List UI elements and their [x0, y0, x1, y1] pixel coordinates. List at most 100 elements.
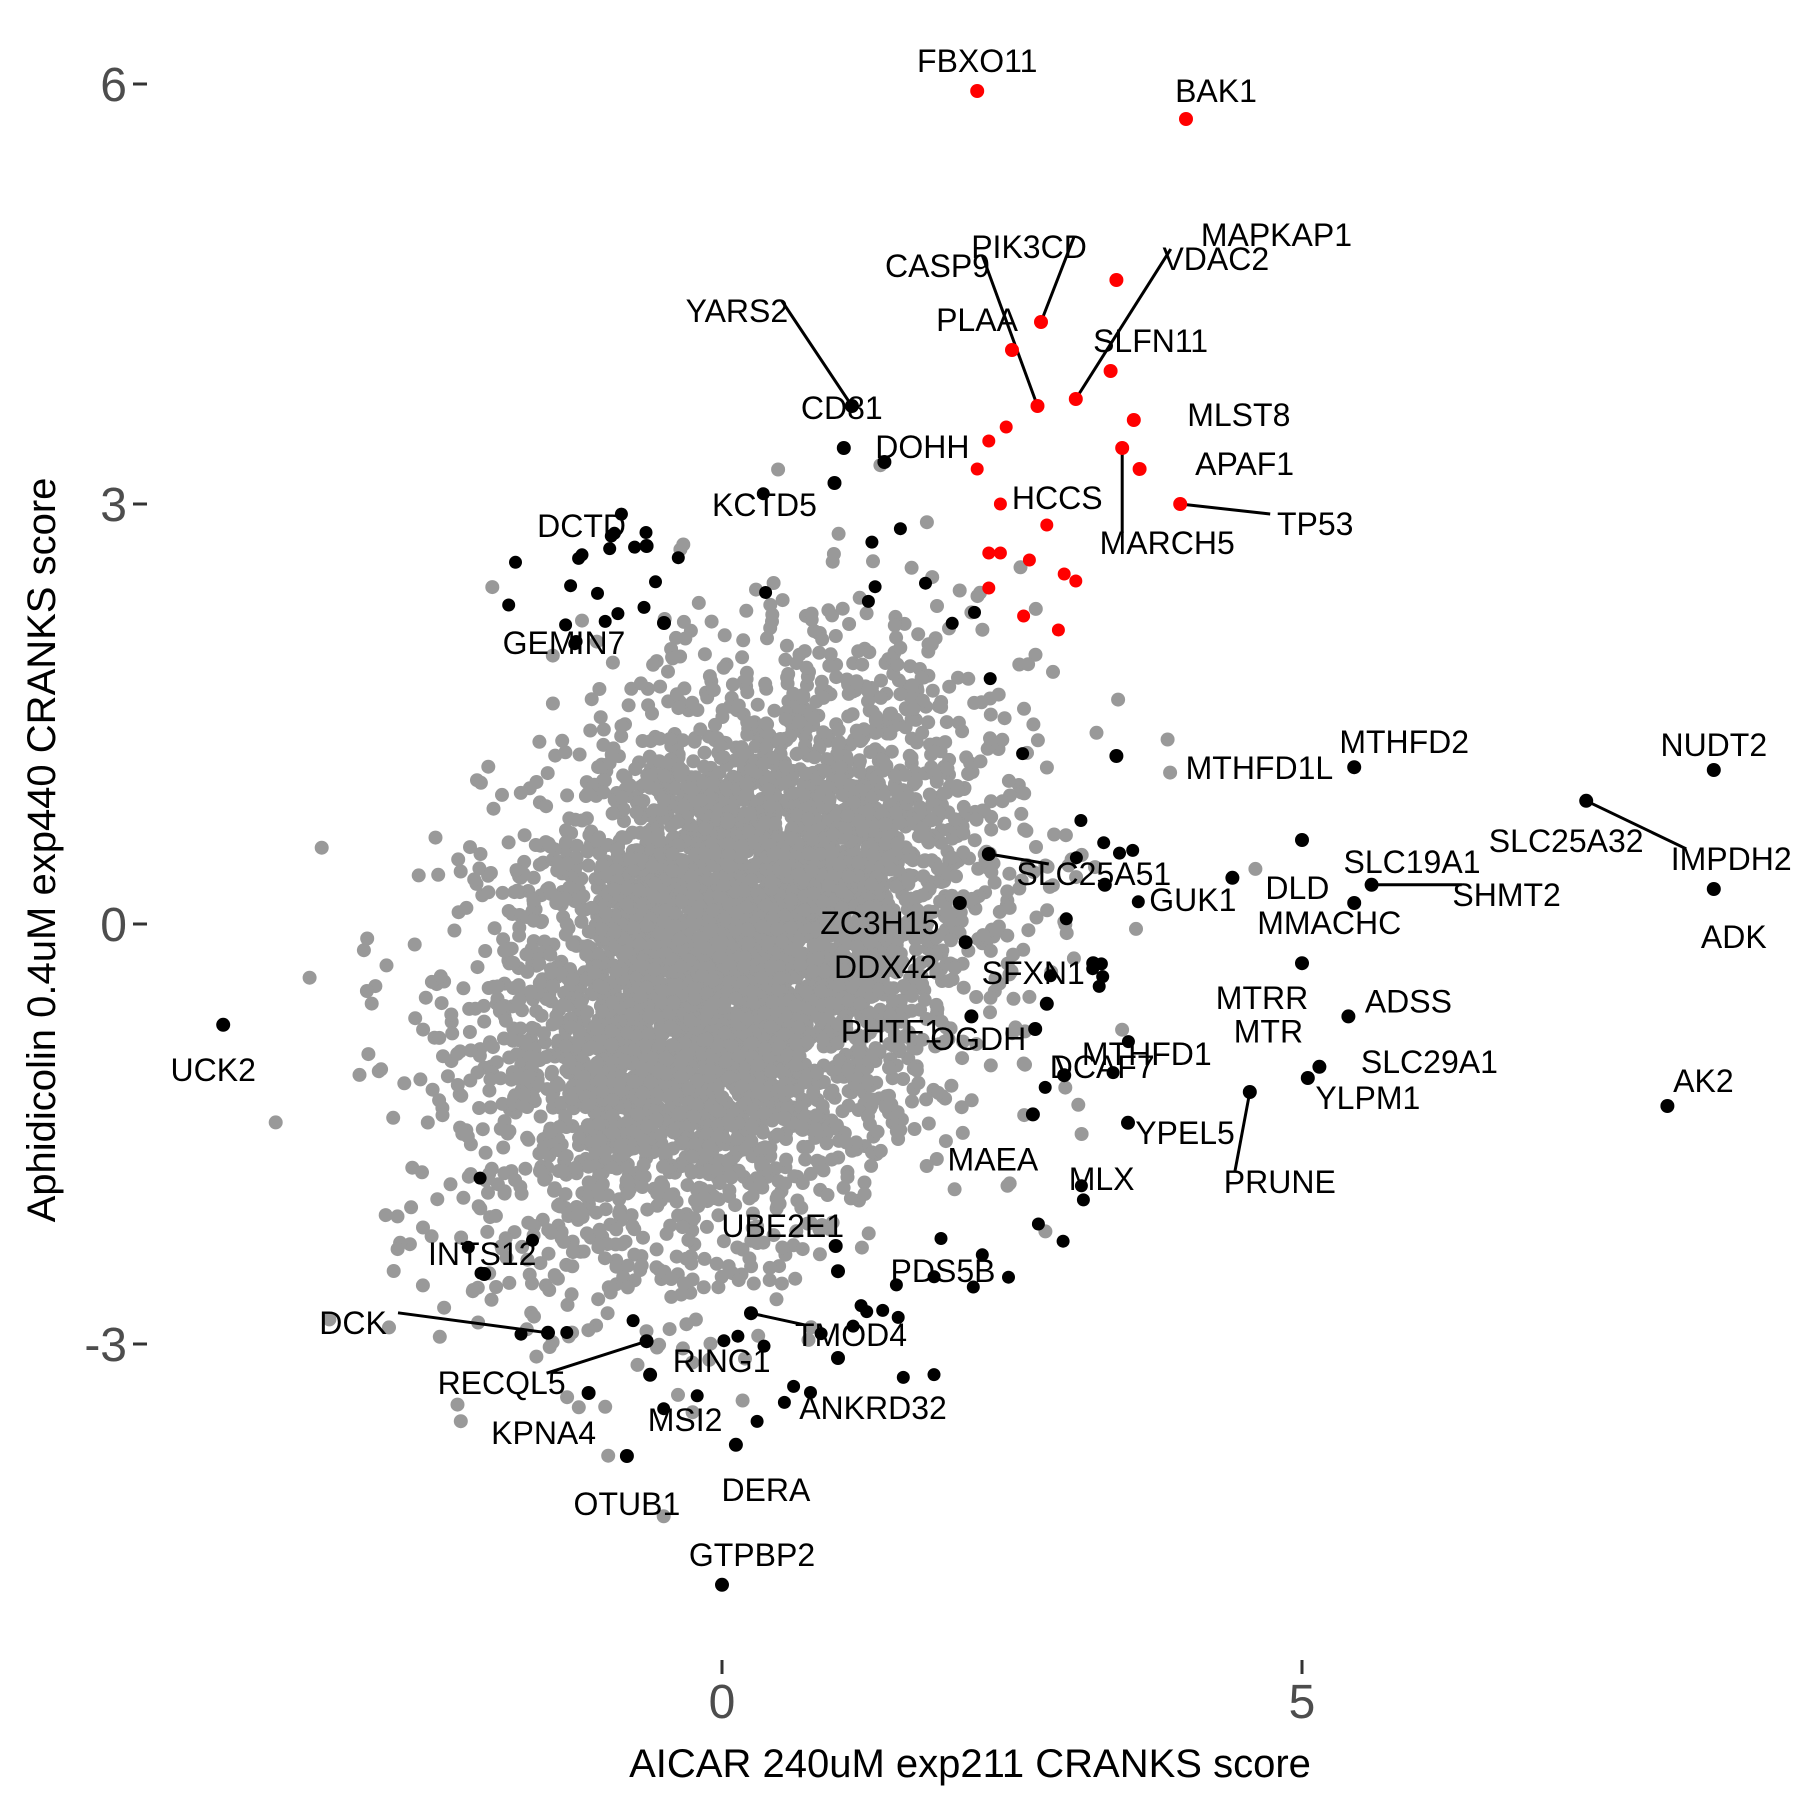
background-point — [722, 1070, 737, 1085]
background-point — [906, 701, 921, 716]
background-point — [916, 854, 931, 869]
background-point — [546, 979, 561, 993]
background-point — [823, 1086, 838, 1101]
background-point — [778, 1176, 793, 1191]
background-point — [830, 1036, 845, 1051]
background-point — [537, 1026, 551, 1041]
background-point — [518, 1034, 533, 1049]
background-point — [451, 852, 466, 867]
background-point — [687, 1109, 702, 1124]
background-point — [991, 687, 1006, 702]
background-point — [687, 1211, 701, 1226]
background-point — [697, 1251, 712, 1266]
background-point — [675, 1341, 690, 1356]
background-point — [769, 1292, 784, 1307]
background-point — [653, 994, 668, 1009]
background-point — [836, 1180, 851, 1195]
background-point — [493, 1071, 508, 1086]
background-point — [542, 1283, 557, 1297]
background-point — [983, 1058, 998, 1073]
background-point — [893, 687, 908, 702]
background-point — [598, 1144, 612, 1159]
background-point — [558, 1187, 573, 1202]
background-point — [738, 1351, 752, 1366]
background-point — [506, 955, 521, 970]
background-point — [778, 759, 793, 774]
background-point — [485, 580, 500, 595]
background-point — [604, 747, 619, 762]
background-point — [696, 1280, 711, 1295]
background-point — [665, 651, 680, 666]
background-point — [386, 1110, 401, 1125]
background-point — [714, 935, 729, 950]
background-point — [640, 830, 655, 845]
background-point — [788, 1271, 803, 1286]
background-point — [817, 964, 832, 979]
background-point — [433, 969, 448, 984]
background-point — [872, 1044, 887, 1059]
background-point — [791, 1020, 806, 1035]
background-point — [740, 685, 755, 700]
background-point — [598, 1399, 613, 1414]
background-point — [513, 785, 528, 800]
background-point — [799, 660, 814, 675]
background-point — [532, 734, 547, 749]
background-point — [515, 1239, 530, 1254]
background-point — [1021, 657, 1036, 672]
background-point — [693, 722, 708, 737]
background-points — [268, 458, 1263, 1524]
background-point — [527, 1309, 541, 1324]
background-point — [453, 1414, 468, 1429]
background-point — [570, 838, 584, 853]
background-point — [697, 759, 711, 774]
background-point — [1039, 760, 1054, 775]
background-point — [360, 931, 375, 946]
background-point — [850, 855, 865, 870]
background-point — [735, 650, 750, 665]
background-point — [268, 1115, 283, 1130]
background-point — [804, 1320, 819, 1335]
background-point — [795, 1242, 810, 1257]
background-point — [581, 1175, 596, 1190]
background-point — [806, 1085, 821, 1100]
background-point — [940, 761, 955, 776]
background-point — [677, 1036, 692, 1051]
background-point — [949, 869, 963, 884]
background-point — [532, 975, 547, 990]
background-point — [674, 1069, 689, 1084]
background-point — [437, 1300, 452, 1315]
background-point — [523, 984, 538, 999]
background-point — [711, 1280, 726, 1295]
background-point — [795, 691, 810, 706]
background-point — [478, 944, 493, 958]
background-point — [616, 1269, 631, 1284]
background-point — [521, 1069, 536, 1083]
background-point — [534, 1008, 549, 1023]
background-point — [925, 683, 940, 698]
background-point — [462, 1025, 477, 1039]
background-point — [890, 657, 905, 672]
background-point — [628, 762, 643, 777]
background-point — [498, 1013, 513, 1028]
background-point — [734, 1079, 749, 1094]
background-point — [558, 1109, 573, 1124]
background-point — [805, 964, 820, 979]
background-point — [956, 825, 971, 840]
background-point — [909, 1063, 924, 1078]
background-point — [447, 923, 462, 938]
background-point — [662, 732, 677, 746]
background-point — [672, 1106, 687, 1121]
background-point — [809, 1066, 824, 1080]
background-point — [754, 970, 769, 985]
background-point — [983, 1005, 997, 1020]
background-point — [1021, 923, 1036, 938]
background-point — [715, 1090, 730, 1105]
background-point — [552, 1120, 567, 1134]
background-point — [952, 583, 967, 598]
background-point — [936, 786, 951, 801]
background-point — [907, 1122, 922, 1136]
background-point — [397, 1076, 412, 1091]
background-point — [434, 996, 449, 1011]
background-point — [633, 958, 648, 973]
background-point — [470, 773, 484, 788]
